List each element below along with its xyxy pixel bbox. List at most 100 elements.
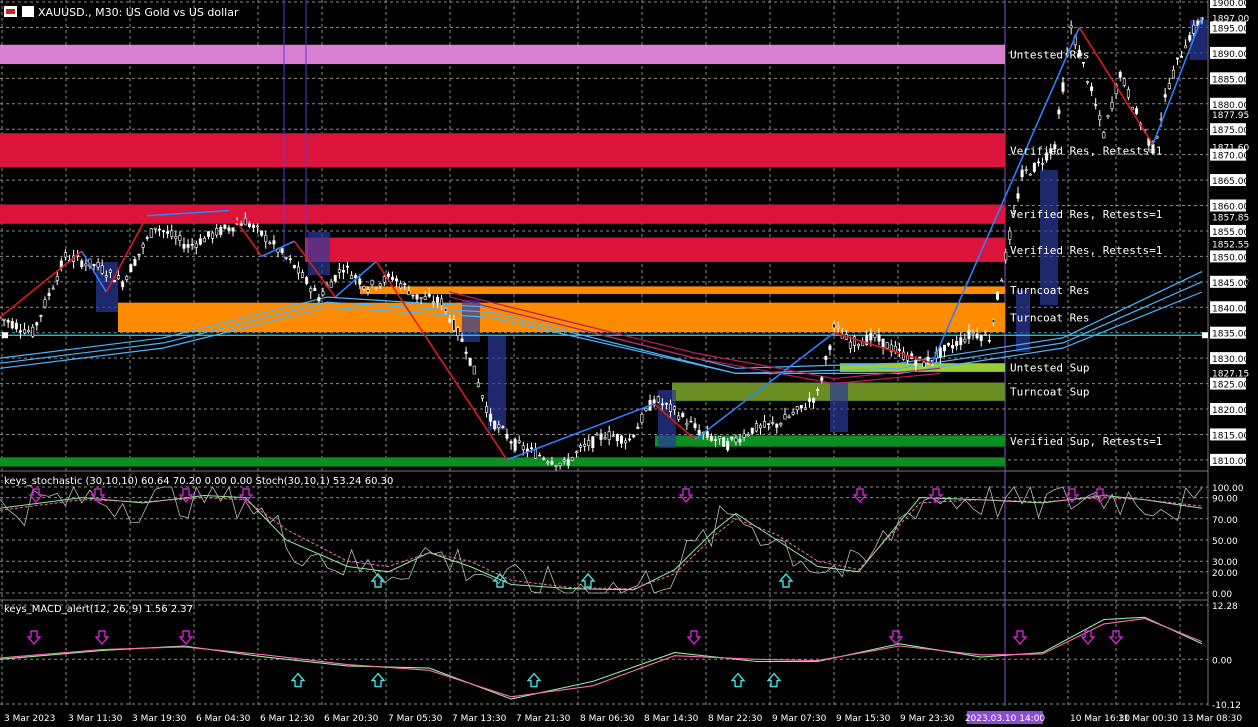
candle-body: [558, 462, 562, 466]
candle-body: [693, 423, 697, 428]
candle-body: [938, 347, 942, 358]
candle-body: [407, 290, 411, 296]
candle-body: [603, 437, 607, 440]
chart-type-icon-inner: [6, 9, 15, 14]
price-tag-bg: [1210, 453, 1246, 466]
zone-label: Verified Res, Retests=1: [1010, 208, 1162, 221]
moving-average-line: [0, 281, 1203, 375]
stochastic-title: keys_stochastic (30,10,10) 60.64 70.20 0…: [4, 476, 393, 487]
arrow-down-icon: [1064, 488, 1080, 504]
candle-body: [215, 227, 219, 236]
price-tag-bg: [1210, 352, 1246, 365]
stochastic-panel: [0, 485, 1203, 594]
candle-body: [942, 344, 946, 352]
candle-body: [370, 279, 374, 286]
price-tag-bg: [1210, 326, 1246, 339]
arrow-down-icon: [28, 488, 44, 504]
moving-average-line: [449, 296, 941, 385]
price-tag-bg: [1210, 148, 1246, 161]
candle-body: [1069, 25, 1073, 29]
candle-body: [305, 277, 309, 284]
candle-body: [104, 275, 108, 278]
candle-body: [411, 294, 415, 297]
candle-body: [615, 434, 619, 442]
candle-body: [607, 431, 611, 440]
candle-body: [141, 243, 145, 248]
candle-body: [288, 258, 292, 260]
candle-body: [174, 236, 178, 239]
candle-body: [350, 275, 354, 280]
arrow-up-icon: [370, 672, 386, 688]
candle-body: [1016, 193, 1020, 199]
candle-body: [951, 344, 955, 349]
arrow-down-icon: [26, 630, 42, 646]
candle-body: [301, 272, 305, 278]
candle-body: [546, 461, 550, 464]
candle-body: [554, 465, 558, 467]
zone-label: Verified Res, Retests=1: [1010, 244, 1162, 257]
zigzag-segment: [81, 250, 107, 293]
candle-body: [771, 422, 775, 424]
candle-body: [231, 227, 235, 232]
candle-body: [677, 415, 681, 420]
candle-body: [18, 330, 22, 333]
candle-body: [186, 244, 190, 248]
candle-body: [640, 413, 644, 423]
arrow-down-icon: [852, 488, 868, 504]
candle-body: [1106, 115, 1110, 118]
candle-body: [1102, 132, 1106, 139]
zigzag-segment: [694, 332, 835, 441]
candle-body: [1163, 94, 1167, 98]
macd-line: [0, 618, 1203, 698]
candle-body: [775, 423, 779, 428]
candle-body: [354, 274, 358, 279]
macd-axis-label: -10.12: [1212, 701, 1241, 711]
zone-verified-sup: [655, 435, 1005, 447]
price-line-handle-left[interactable]: [2, 332, 8, 339]
candle-body: [824, 356, 828, 360]
candle-body: [611, 435, 615, 438]
candle-body: [378, 283, 382, 287]
price-axis-label: 1885.00: [1212, 75, 1249, 85]
candle-body: [92, 264, 96, 267]
candle-body: [137, 253, 141, 256]
price-tag-bg: [1210, 275, 1246, 288]
signal-box: [658, 390, 676, 448]
candle-body: [955, 341, 959, 347]
price-axis-label: 1852.55: [1212, 240, 1249, 250]
candle-body: [1086, 81, 1090, 83]
arrow-down-icon: [94, 630, 110, 646]
zone-turncoat-res: [118, 302, 1005, 333]
candle-body: [991, 318, 995, 324]
macd-axis-label: 12.28: [1212, 602, 1238, 612]
candle-body: [529, 447, 533, 449]
bars-icon[interactable]: [22, 6, 34, 17]
price-tag-bg: [1210, 428, 1246, 441]
macd-title: keys_MACD_alert(12, 26, 9) 1.56 2.37: [4, 604, 193, 615]
candle-body: [55, 276, 59, 281]
candle-body: [272, 240, 276, 245]
time-axis-label: 6 Mar 04:30: [196, 714, 251, 724]
candle-body: [247, 223, 251, 227]
signal-box: [308, 232, 330, 275]
arrow-down-icon: [888, 630, 904, 646]
candle-body: [223, 224, 227, 229]
candle-body: [1094, 104, 1098, 106]
signal-box: [488, 336, 506, 430]
candle-body: [321, 291, 325, 296]
candle-body: [779, 423, 783, 426]
candle-body: [1028, 173, 1032, 176]
candle-body: [157, 228, 161, 231]
price-line-handle-right[interactable]: [1202, 332, 1208, 339]
candle-body: [190, 243, 194, 246]
candle-body: [926, 356, 930, 364]
candle-body: [2, 318, 6, 321]
candle-body: [341, 269, 345, 273]
price-axis-label: 1850.00: [1212, 253, 1249, 263]
candle-body: [808, 398, 812, 402]
candle-body: [149, 228, 153, 238]
price-tag-bg: [1210, 72, 1246, 85]
zigzag-segment: [228, 210, 263, 257]
